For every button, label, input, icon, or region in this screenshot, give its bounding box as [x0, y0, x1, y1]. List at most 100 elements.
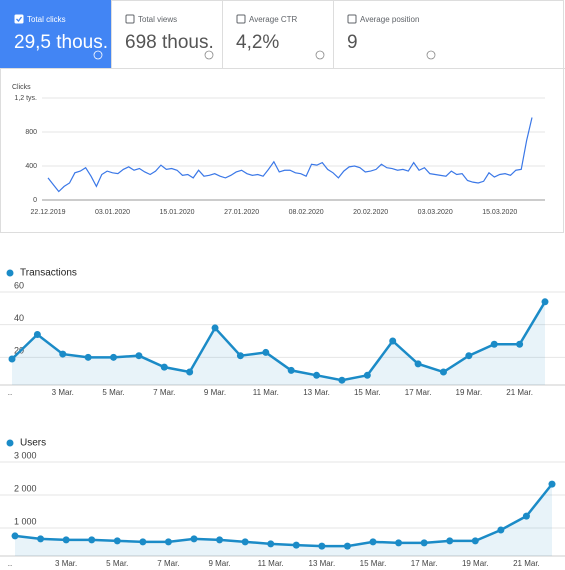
- point[interactable]: [522, 512, 530, 520]
- point[interactable]: [216, 536, 224, 544]
- help-icon[interactable]: [315, 50, 325, 60]
- point[interactable]: [548, 480, 556, 488]
- help-icon[interactable]: [204, 50, 214, 60]
- point[interactable]: [287, 366, 295, 374]
- card-label: Average position: [360, 15, 419, 24]
- y-tick-label: 1 000: [14, 516, 37, 526]
- x-tick-label: 7 Mar.: [153, 388, 175, 397]
- series-line: [14, 483, 553, 548]
- point[interactable]: [465, 352, 473, 360]
- x-tick-label: 08.02.2020: [289, 209, 324, 216]
- point[interactable]: [186, 368, 194, 376]
- x-tick-label: 5 Mar.: [106, 559, 128, 568]
- clicks-line: [47, 117, 533, 193]
- y-tick-label: 400: [25, 163, 37, 170]
- x-tick-label: ..: [8, 388, 12, 397]
- y-tick-label: 1,2 tys.: [14, 95, 37, 102]
- x-tick-label: 13 Mar.: [303, 388, 330, 397]
- point[interactable]: [446, 537, 454, 545]
- chart-title: Users: [20, 438, 46, 449]
- x-tick-label: 15 Mar.: [354, 388, 381, 397]
- point[interactable]: [313, 371, 321, 379]
- point[interactable]: [236, 352, 244, 360]
- point[interactable]: [62, 536, 70, 544]
- point[interactable]: [262, 348, 270, 356]
- checkbox[interactable]: [125, 14, 135, 24]
- point[interactable]: [439, 368, 447, 376]
- area-fill: [12, 301, 545, 385]
- series-line: [11, 301, 547, 382]
- card-label: Average CTR: [249, 15, 298, 24]
- point[interactable]: [8, 355, 16, 363]
- point[interactable]: [471, 537, 479, 545]
- y-tick-label: 60: [14, 280, 24, 290]
- card-active-bg[interactable]: [0, 0, 111, 68]
- point[interactable]: [88, 536, 96, 544]
- point[interactable]: [338, 376, 346, 384]
- card-value: 29,5 thous.: [14, 32, 108, 53]
- legend-dot: [6, 269, 14, 277]
- point[interactable]: [414, 360, 422, 368]
- point[interactable]: [37, 535, 45, 543]
- point[interactable]: [139, 538, 147, 546]
- y-tick-label: 800: [25, 129, 37, 136]
- point[interactable]: [267, 540, 275, 548]
- point[interactable]: [84, 353, 92, 361]
- point[interactable]: [369, 538, 377, 546]
- y-axis-title: Clicks: [12, 84, 31, 91]
- x-tick-label: 9 Mar.: [208, 559, 230, 568]
- x-tick-label: 22.12.2019: [30, 209, 65, 216]
- point[interactable]: [33, 330, 41, 338]
- y-tick-label: 3 000: [14, 450, 37, 460]
- point[interactable]: [110, 353, 118, 361]
- point[interactable]: [59, 350, 67, 358]
- help-icon[interactable]: [93, 50, 103, 60]
- point[interactable]: [113, 537, 121, 545]
- point[interactable]: [363, 371, 371, 379]
- point[interactable]: [343, 542, 351, 550]
- x-tick-label: 21 Mar.: [506, 388, 533, 397]
- point[interactable]: [135, 352, 143, 360]
- point[interactable]: [389, 337, 397, 345]
- x-tick-label: 11 Mar.: [258, 559, 284, 568]
- area-fill: [15, 484, 552, 556]
- x-tick-label: 21 Mar.: [513, 559, 540, 568]
- card-value: 698 thous.: [125, 32, 214, 53]
- point[interactable]: [190, 535, 198, 543]
- point[interactable]: [318, 542, 326, 550]
- checkbox[interactable]: [347, 14, 357, 24]
- point[interactable]: [11, 532, 19, 540]
- x-tick-label: 03.01.2020: [95, 209, 130, 216]
- point[interactable]: [395, 539, 403, 547]
- chart-title: Transactions: [20, 268, 77, 279]
- checkbox[interactable]: [14, 14, 24, 24]
- point[interactable]: [292, 541, 300, 549]
- point[interactable]: [241, 538, 249, 546]
- point[interactable]: [541, 298, 549, 306]
- x-tick-label: 19 Mar.: [456, 388, 483, 397]
- y-tick-label: 2 000: [14, 483, 37, 493]
- point[interactable]: [497, 526, 505, 534]
- card-value: 4,2%: [236, 32, 279, 53]
- legend-dot: [6, 439, 14, 447]
- point[interactable]: [164, 538, 172, 546]
- point[interactable]: [490, 340, 498, 348]
- help-icon[interactable]: [426, 50, 436, 60]
- checkmark: [16, 16, 23, 22]
- x-tick-label: 15 Mar.: [360, 559, 387, 568]
- x-tick-label: 03.03.2020: [418, 209, 453, 216]
- x-tick-label: 5 Mar.: [102, 388, 124, 397]
- point[interactable]: [420, 539, 428, 547]
- point[interactable]: [160, 363, 168, 371]
- checkbox[interactable]: [236, 14, 246, 24]
- x-tick-label: 13 Mar.: [309, 559, 336, 568]
- x-tick-label: 15.03.2020: [482, 209, 517, 216]
- point[interactable]: [211, 324, 219, 332]
- x-tick-label: 3 Mar.: [55, 559, 77, 568]
- y-tick-label: 0: [33, 197, 37, 204]
- point[interactable]: [516, 340, 524, 348]
- x-tick-label: 7 Mar.: [157, 559, 179, 568]
- x-tick-label: 9 Mar.: [204, 388, 226, 397]
- card-label: Total views: [138, 15, 177, 24]
